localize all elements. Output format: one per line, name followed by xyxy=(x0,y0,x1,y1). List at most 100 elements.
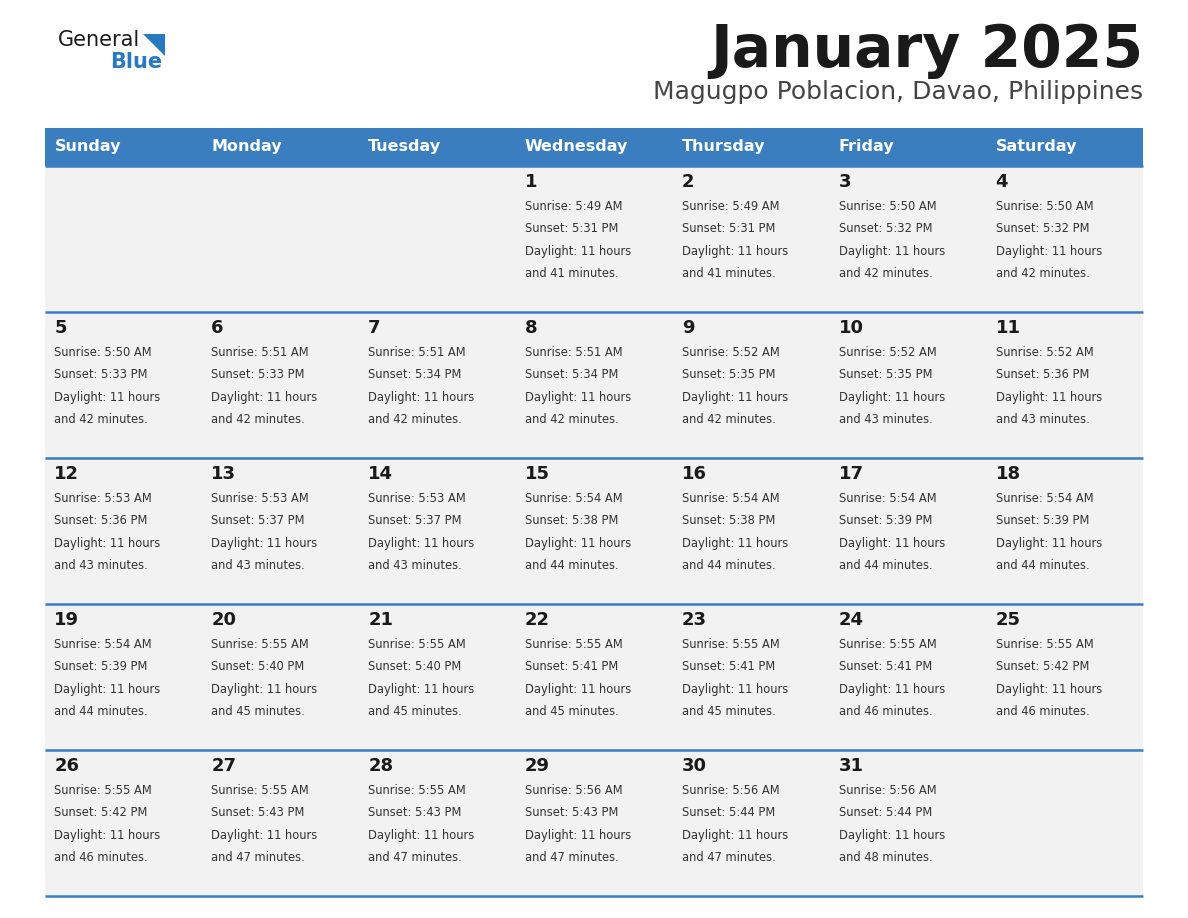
Text: Sunrise: 5:55 AM: Sunrise: 5:55 AM xyxy=(211,784,309,797)
Text: 22: 22 xyxy=(525,611,550,630)
Text: Sunset: 5:43 PM: Sunset: 5:43 PM xyxy=(525,806,619,819)
Text: Sunset: 5:39 PM: Sunset: 5:39 PM xyxy=(839,514,933,527)
Text: Daylight: 11 hours: Daylight: 11 hours xyxy=(368,537,474,550)
Text: Saturday: Saturday xyxy=(996,140,1078,154)
Text: Sunrise: 5:55 AM: Sunrise: 5:55 AM xyxy=(368,784,466,797)
Text: and 44 minutes.: and 44 minutes. xyxy=(682,559,776,573)
Text: Sunset: 5:39 PM: Sunset: 5:39 PM xyxy=(55,660,147,673)
Text: Sunrise: 5:50 AM: Sunrise: 5:50 AM xyxy=(996,199,1093,213)
Bar xyxy=(672,128,829,166)
Text: Daylight: 11 hours: Daylight: 11 hours xyxy=(682,537,788,550)
Text: 5: 5 xyxy=(55,319,67,337)
Text: and 48 minutes.: and 48 minutes. xyxy=(839,852,933,865)
Text: 29: 29 xyxy=(525,757,550,776)
Text: and 47 minutes.: and 47 minutes. xyxy=(682,852,776,865)
Bar xyxy=(359,128,516,166)
Text: Sunset: 5:33 PM: Sunset: 5:33 PM xyxy=(55,368,148,381)
Text: Sunset: 5:44 PM: Sunset: 5:44 PM xyxy=(682,806,775,819)
Text: and 45 minutes.: and 45 minutes. xyxy=(682,705,776,719)
Text: 6: 6 xyxy=(211,319,223,337)
Text: and 41 minutes.: and 41 minutes. xyxy=(525,267,619,281)
Text: Sunrise: 5:54 AM: Sunrise: 5:54 AM xyxy=(682,491,779,505)
Text: Daylight: 11 hours: Daylight: 11 hours xyxy=(525,683,631,696)
Text: Magugpo Poblacion, Davao, Philippines: Magugpo Poblacion, Davao, Philippines xyxy=(653,80,1143,104)
Text: and 43 minutes.: and 43 minutes. xyxy=(996,413,1089,427)
Text: Sunrise: 5:53 AM: Sunrise: 5:53 AM xyxy=(211,491,309,505)
Text: Sunday: Sunday xyxy=(55,140,121,154)
Bar xyxy=(45,604,1143,750)
Bar xyxy=(45,458,1143,604)
Text: Sunrise: 5:54 AM: Sunrise: 5:54 AM xyxy=(55,638,152,651)
Text: Daylight: 11 hours: Daylight: 11 hours xyxy=(55,829,160,842)
Text: and 42 minutes.: and 42 minutes. xyxy=(55,413,148,427)
Text: Sunrise: 5:50 AM: Sunrise: 5:50 AM xyxy=(55,345,152,359)
Text: 26: 26 xyxy=(55,757,80,776)
Text: and 43 minutes.: and 43 minutes. xyxy=(55,559,148,573)
Text: 16: 16 xyxy=(682,465,707,483)
Text: Sunset: 5:31 PM: Sunset: 5:31 PM xyxy=(525,222,619,235)
Text: Daylight: 11 hours: Daylight: 11 hours xyxy=(682,829,788,842)
Text: 31: 31 xyxy=(839,757,864,776)
Text: Sunrise: 5:53 AM: Sunrise: 5:53 AM xyxy=(55,491,152,505)
Text: Sunrise: 5:52 AM: Sunrise: 5:52 AM xyxy=(682,345,779,359)
Text: Sunrise: 5:49 AM: Sunrise: 5:49 AM xyxy=(682,199,779,213)
Text: 19: 19 xyxy=(55,611,80,630)
Bar xyxy=(45,128,202,166)
Text: 21: 21 xyxy=(368,611,393,630)
Text: Daylight: 11 hours: Daylight: 11 hours xyxy=(839,537,944,550)
Text: 24: 24 xyxy=(839,611,864,630)
Text: Daylight: 11 hours: Daylight: 11 hours xyxy=(996,537,1101,550)
Text: 17: 17 xyxy=(839,465,864,483)
Text: Sunrise: 5:53 AM: Sunrise: 5:53 AM xyxy=(368,491,466,505)
Text: Sunset: 5:42 PM: Sunset: 5:42 PM xyxy=(55,806,147,819)
Text: and 42 minutes.: and 42 minutes. xyxy=(525,413,619,427)
Text: 28: 28 xyxy=(368,757,393,776)
Text: Sunset: 5:40 PM: Sunset: 5:40 PM xyxy=(211,660,304,673)
Text: and 45 minutes.: and 45 minutes. xyxy=(525,705,619,719)
Text: Wednesday: Wednesday xyxy=(525,140,628,154)
Text: Daylight: 11 hours: Daylight: 11 hours xyxy=(682,683,788,696)
Text: Sunset: 5:43 PM: Sunset: 5:43 PM xyxy=(211,806,304,819)
Text: 30: 30 xyxy=(682,757,707,776)
Text: Sunset: 5:37 PM: Sunset: 5:37 PM xyxy=(368,514,462,527)
Text: Daylight: 11 hours: Daylight: 11 hours xyxy=(211,537,317,550)
Text: Sunrise: 5:56 AM: Sunrise: 5:56 AM xyxy=(525,784,623,797)
Text: and 46 minutes.: and 46 minutes. xyxy=(55,852,148,865)
Text: Sunset: 5:32 PM: Sunset: 5:32 PM xyxy=(839,222,933,235)
Bar xyxy=(829,128,986,166)
Text: Daylight: 11 hours: Daylight: 11 hours xyxy=(525,537,631,550)
Text: 7: 7 xyxy=(368,319,380,337)
Text: Daylight: 11 hours: Daylight: 11 hours xyxy=(996,683,1101,696)
Text: 15: 15 xyxy=(525,465,550,483)
Text: Sunset: 5:35 PM: Sunset: 5:35 PM xyxy=(682,368,776,381)
Text: and 46 minutes.: and 46 minutes. xyxy=(996,705,1089,719)
Text: Sunset: 5:44 PM: Sunset: 5:44 PM xyxy=(839,806,931,819)
Text: 14: 14 xyxy=(368,465,393,483)
Text: Sunrise: 5:55 AM: Sunrise: 5:55 AM xyxy=(368,638,466,651)
Text: Daylight: 11 hours: Daylight: 11 hours xyxy=(839,245,944,258)
Text: Daylight: 11 hours: Daylight: 11 hours xyxy=(525,391,631,404)
Text: Sunrise: 5:52 AM: Sunrise: 5:52 AM xyxy=(839,345,936,359)
Text: Sunrise: 5:51 AM: Sunrise: 5:51 AM xyxy=(211,345,309,359)
Text: 25: 25 xyxy=(996,611,1020,630)
Text: Daylight: 11 hours: Daylight: 11 hours xyxy=(839,391,944,404)
Text: and 47 minutes.: and 47 minutes. xyxy=(211,852,305,865)
Text: Sunrise: 5:55 AM: Sunrise: 5:55 AM xyxy=(55,784,152,797)
Text: and 44 minutes.: and 44 minutes. xyxy=(996,559,1089,573)
Text: Sunrise: 5:55 AM: Sunrise: 5:55 AM xyxy=(525,638,623,651)
Text: Sunrise: 5:55 AM: Sunrise: 5:55 AM xyxy=(211,638,309,651)
Text: Sunset: 5:36 PM: Sunset: 5:36 PM xyxy=(55,514,147,527)
Text: Sunset: 5:40 PM: Sunset: 5:40 PM xyxy=(368,660,461,673)
Text: and 45 minutes.: and 45 minutes. xyxy=(368,705,462,719)
Text: Sunrise: 5:50 AM: Sunrise: 5:50 AM xyxy=(839,199,936,213)
Text: Sunrise: 5:49 AM: Sunrise: 5:49 AM xyxy=(525,199,623,213)
Text: 10: 10 xyxy=(839,319,864,337)
Text: 20: 20 xyxy=(211,611,236,630)
Text: Sunset: 5:32 PM: Sunset: 5:32 PM xyxy=(996,222,1089,235)
Bar xyxy=(45,750,1143,896)
Text: and 43 minutes.: and 43 minutes. xyxy=(839,413,933,427)
Text: Sunset: 5:41 PM: Sunset: 5:41 PM xyxy=(525,660,618,673)
Text: Sunset: 5:38 PM: Sunset: 5:38 PM xyxy=(525,514,619,527)
Text: Daylight: 11 hours: Daylight: 11 hours xyxy=(368,829,474,842)
Text: Sunset: 5:42 PM: Sunset: 5:42 PM xyxy=(996,660,1089,673)
